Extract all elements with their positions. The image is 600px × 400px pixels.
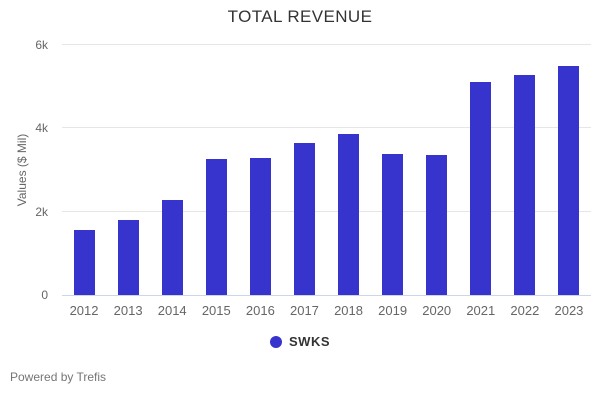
y-tick-label-2k: 2k [35, 204, 48, 219]
x-tick-label-2019: 2019 [378, 303, 408, 318]
plot-area [62, 44, 591, 296]
x-axis-line [62, 295, 591, 296]
x-tick-label-2021: 2021 [466, 303, 496, 318]
bar-2019[interactable] [382, 154, 404, 295]
y-axis-title: Values ($ Mil) [15, 133, 29, 207]
bar-2015[interactable] [205, 159, 227, 295]
x-tick-label-2016: 2016 [245, 303, 275, 318]
x-tick-label-2017: 2017 [289, 303, 319, 318]
x-tick-label-2022: 2022 [510, 303, 540, 318]
gridline-2k [62, 210, 591, 212]
y-tick-label-4k: 4k [35, 121, 48, 136]
bar-2013[interactable] [117, 220, 139, 295]
bar-2018[interactable] [338, 133, 360, 295]
y-tick-label-6k: 6k [35, 38, 48, 52]
x-tick-label-2014: 2014 [157, 303, 187, 318]
gridline-4k [62, 127, 591, 129]
bar-2021[interactable] [470, 82, 492, 295]
bar-2017[interactable] [293, 142, 315, 295]
x-tick-label-2013: 2013 [113, 303, 143, 318]
x-tick-label-2018: 2018 [334, 303, 363, 318]
x-tick-label-2023: 2023 [554, 303, 584, 318]
legend-series-label: SWKS [289, 334, 330, 349]
x-tick-label-2012: 2012 [69, 303, 99, 318]
bar-2022[interactable] [514, 74, 536, 295]
x-tick-label-2020: 2020 [422, 303, 452, 318]
x-tick-label-2015: 2015 [201, 303, 231, 318]
bar-2014[interactable] [161, 199, 183, 295]
gridline-6k [62, 44, 591, 45]
bar-2016[interactable] [249, 157, 271, 295]
chart-title: TOTAL REVENUE [227, 7, 373, 26]
bar-2023[interactable] [558, 65, 580, 295]
bar-2020[interactable] [426, 155, 448, 295]
powered-by-trefis-label: Powered by Trefis [10, 370, 107, 384]
legend-marker-icon [270, 335, 282, 348]
bar-2012[interactable] [73, 229, 95, 295]
y-tick-label-0: 0 [41, 288, 48, 302]
legend-item-swks[interactable]: SWKS [0, 334, 600, 349]
